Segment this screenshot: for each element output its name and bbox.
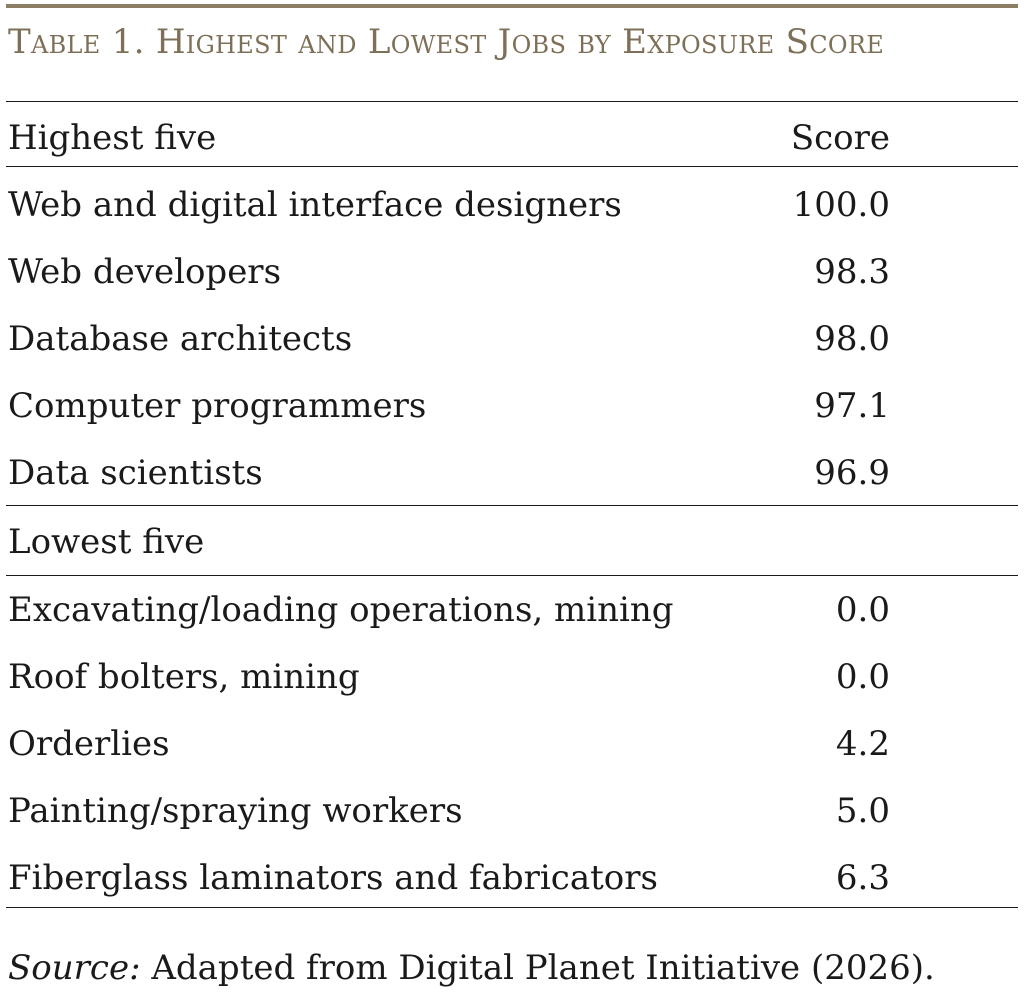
- table-row: Roof bolters, mining 0.0: [8, 644, 890, 710]
- job-label: Fiberglass laminators and fabricators: [8, 858, 658, 898]
- table-title: Table 1. Highest and Lowest Jobs by Expo…: [8, 22, 885, 62]
- job-label: Web and digital interface designers: [8, 185, 622, 225]
- job-score: 0.0: [835, 590, 890, 630]
- table-row: Painting/spraying workers 5.0: [8, 778, 890, 844]
- job-label: Data scientists: [8, 453, 263, 493]
- source-text: Adapted from Digital Planet Initiative (…: [140, 948, 935, 988]
- table-row: Excavating/loading operations, mining 0.…: [8, 577, 890, 643]
- table-row: Database architects 98.0: [8, 306, 890, 372]
- job-score: 6.3: [835, 858, 890, 898]
- job-score: 0.0: [835, 657, 890, 697]
- job-label: Painting/spraying workers: [8, 791, 463, 831]
- job-score: 5.0: [835, 791, 890, 831]
- header-lowest-five: Lowest five: [8, 522, 205, 562]
- table-row: Web and digital interface designers 100.…: [8, 172, 890, 238]
- job-score: 4.2: [835, 724, 890, 764]
- lowest-header-row: Lowest five: [8, 509, 890, 575]
- rule-header-bottom: [6, 166, 1018, 167]
- job-label: Roof bolters, mining: [8, 657, 360, 697]
- top-accent-rule: [6, 4, 1018, 8]
- job-label: Database architects: [8, 319, 353, 359]
- rule-lowest-top: [6, 505, 1018, 506]
- rule-header-top: [6, 101, 1018, 102]
- source-prefix: Source:: [8, 948, 141, 988]
- job-score: 100.0: [792, 185, 890, 225]
- header-highest-five: Highest five: [8, 118, 217, 158]
- job-score: 96.9: [814, 453, 890, 493]
- job-label: Web developers: [8, 252, 282, 292]
- table-row: Computer programmers 97.1: [8, 373, 890, 439]
- job-score: 98.0: [814, 319, 890, 359]
- rule-lowest-bottom: [6, 575, 1018, 576]
- source-note: Source: Adapted from Digital Planet Init…: [8, 948, 935, 988]
- table-row: Web developers 98.3: [8, 239, 890, 305]
- header-score: Score: [790, 118, 890, 158]
- table-row: Data scientists 96.9: [8, 440, 890, 506]
- job-label: Orderlies: [8, 724, 170, 764]
- job-score: 98.3: [814, 252, 890, 292]
- header-row: Highest five Score: [8, 105, 890, 171]
- job-score: 97.1: [814, 386, 890, 426]
- table-row: Orderlies 4.2: [8, 711, 890, 777]
- job-label: Excavating/loading operations, mining: [8, 590, 674, 630]
- table-row: Fiberglass laminators and fabricators 6.…: [8, 845, 890, 911]
- rule-table-bottom: [6, 907, 1018, 908]
- job-label: Computer programmers: [8, 386, 427, 426]
